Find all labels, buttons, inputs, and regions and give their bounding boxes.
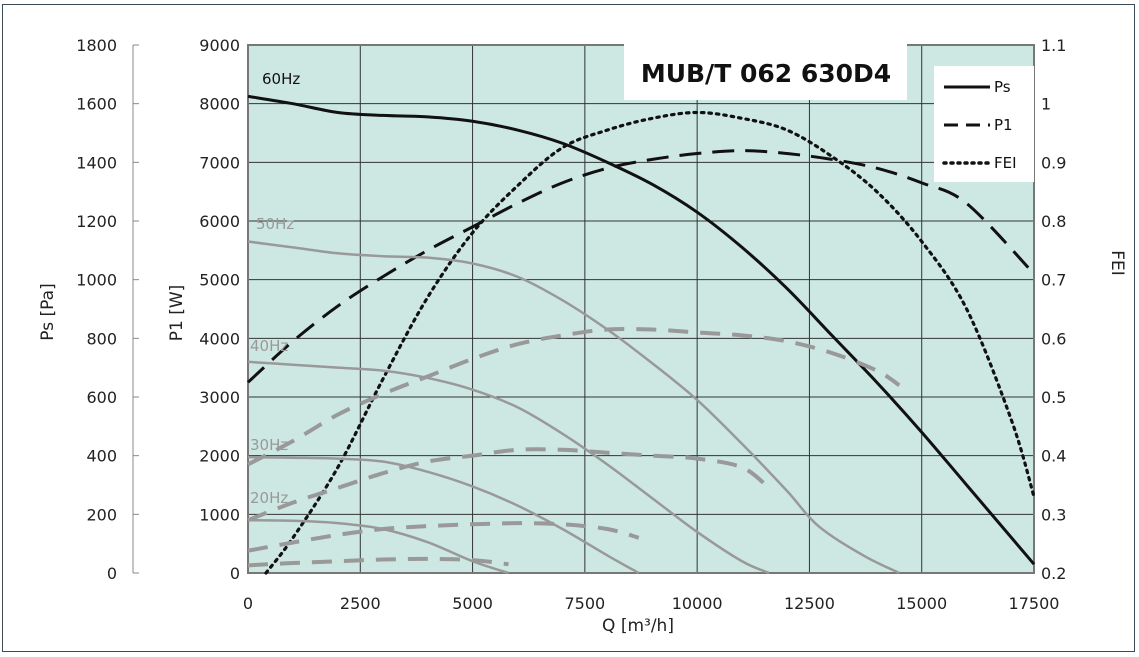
curve-labels: 60Hz 50Hz 40Hz 30Hz 20Hz [250,70,300,507]
series-60hz-ps [247,94,1036,566]
fei-tick-label: 0.4 [1041,447,1066,466]
curve-label-20hz: 20Hz [250,489,288,507]
curve-label-30hz: 30Hz [250,436,288,454]
ps-tick-label: 800 [86,329,117,348]
legend-label-fei: FEI [994,154,1017,172]
x-tick-label: 12500 [784,594,835,613]
fei-tick-label: 0.3 [1041,505,1066,524]
legend: Ps P1 FEI [934,66,1034,182]
x-tick-label: 5000 [452,594,493,613]
series-60hz-fei [264,110,1036,575]
fei-tick-label: 0.2 [1041,564,1066,583]
ps-tick-label: 1200 [76,212,117,231]
p1-tick-label: 3000 [199,388,240,407]
ps-tick-label: 400 [86,447,117,466]
p1-tick-label: 9000 [199,36,240,55]
y-axis-title-ps: Ps [Pa] [38,283,58,340]
fei-tick-label: 1.1 [1041,36,1066,55]
p1-tick-label: 6000 [199,212,240,231]
series-40hz-ps [247,360,770,575]
series-50hz-ps [247,240,900,575]
fei-tick-label: 0.8 [1041,212,1066,231]
fei-tick-label: 0.7 [1041,271,1066,290]
x-tick-label: 2500 [340,594,381,613]
series-40hz-p1 [247,447,771,523]
x-tick-label: 7500 [564,594,605,613]
ps-tick-label: 1400 [76,153,117,172]
axis-ticks: 0 2500 5000 7500 10000 12500 15000 175000200400… [76,36,1066,613]
p1-tick-label: 4000 [199,329,240,348]
p1-tick-label: 5000 [199,271,240,290]
curve-label-50hz: 50Hz [256,215,294,233]
x-tick-label: 15000 [896,594,947,613]
x-tick-label: 0 [243,594,253,613]
series-20hz-p1 [247,556,509,568]
fei-tick-label: 1 [1041,95,1051,114]
series-60hz-p1 [246,149,1036,384]
ps-tick-label: 600 [86,388,117,407]
legend-label-ps: Ps [994,78,1011,96]
ps-tick-label: 200 [86,505,117,524]
p1-tick-label: 0 [230,564,240,583]
y-axis-title-p1: P1 [W] [167,285,187,342]
curve-label-60hz: 60Hz [262,70,300,88]
fei-tick-label: 0.6 [1041,329,1066,348]
p1-tick-label: 1000 [199,505,240,524]
ps-tick-label: 0 [107,564,117,583]
series-layer [246,94,1036,575]
ps-tick-label: 1800 [76,36,117,55]
p1-tick-label: 8000 [199,95,240,114]
x-axis-title: Q [m³/h] [602,616,674,636]
y-axis-title-fei: FEI [1107,250,1127,276]
plot-background [248,45,1034,573]
curve-label-40hz: 40Hz [250,337,288,355]
fei-tick-label: 0.5 [1041,388,1066,407]
chart-title: MUB/T 062 630D4 [641,59,891,88]
p1-tick-label: 2000 [199,447,240,466]
x-tick-label: 10000 [672,594,723,613]
legend-label-p1: P1 [994,116,1013,134]
p1-tick-label: 7000 [199,153,240,172]
x-tick-label: 17500 [1009,594,1060,613]
series-30hz-ps [247,455,640,575]
series-50hz-p1 [247,326,901,467]
series-30hz-p1 [247,521,640,553]
title-box [624,42,907,100]
fei-tick-label: 0.9 [1041,153,1066,172]
ps-tick-label: 1000 [76,271,117,290]
ps-tick-label: 1600 [76,95,117,114]
